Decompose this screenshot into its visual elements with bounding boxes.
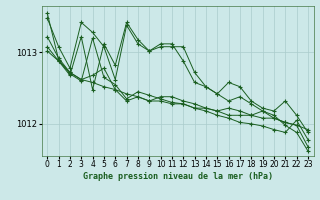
X-axis label: Graphe pression niveau de la mer (hPa): Graphe pression niveau de la mer (hPa) <box>83 172 273 181</box>
